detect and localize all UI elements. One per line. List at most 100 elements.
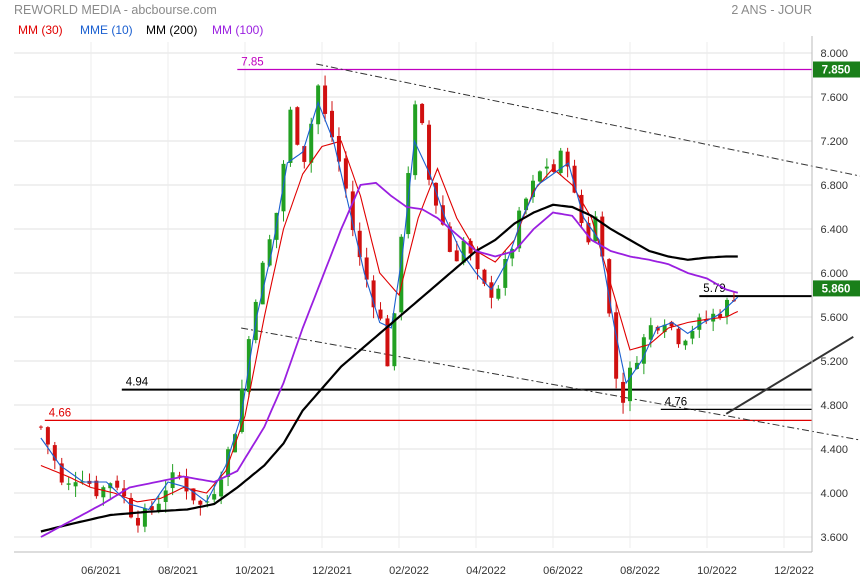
x-tick-label: 08/2021 (158, 565, 198, 577)
candle-body (198, 500, 203, 505)
candle-body (205, 501, 210, 503)
candle-body (371, 280, 376, 308)
candle-body (655, 326, 660, 331)
candle-body (170, 472, 175, 489)
candle-body (475, 250, 480, 270)
candle-body (129, 497, 134, 518)
candle-body (558, 150, 563, 173)
candle-body (295, 107, 300, 145)
legend: MM (30) MME (10) MM (200) MM (100) (18, 23, 263, 37)
candle-body (440, 205, 445, 225)
candle-body (669, 321, 674, 327)
candle-body (336, 135, 341, 162)
candle-body (101, 487, 106, 498)
candle-body (52, 445, 57, 461)
candle-body (330, 110, 335, 138)
candle-body (323, 85, 328, 114)
y-tick-label: 4.400 (820, 444, 848, 456)
candle-body (385, 318, 390, 367)
candle-body (66, 483, 71, 485)
candle-body (586, 222, 591, 243)
candle-body (641, 337, 646, 364)
candle-body (309, 123, 314, 163)
candle-body (433, 182, 438, 206)
candle-body (510, 249, 515, 259)
legend-mme10: MME (10) (80, 23, 133, 37)
chart-title: REWORLD MEDIA - abcbourse.com (14, 3, 217, 17)
y-tick-label: 6.800 (820, 180, 848, 192)
x-tick-label: 08/2022 (620, 565, 660, 577)
horizontal-levels: 7.855.794.944.764.66 (44, 57, 812, 421)
candle-body (260, 262, 265, 305)
candle-body (676, 328, 681, 345)
candle-body (302, 146, 307, 162)
candle-body (628, 367, 632, 402)
level-label: 4.66 (49, 407, 71, 419)
candle-body (219, 479, 224, 497)
level-label: 7.85 (241, 57, 263, 69)
candle-body (704, 319, 709, 322)
y-tick-label: 5.200 (820, 356, 848, 368)
candle-body (59, 463, 64, 483)
y-tick-label: 6.000 (820, 268, 848, 280)
ma-line-mme10 (40, 100, 739, 511)
period-label: 2 ANS - JOUR (731, 3, 812, 17)
candle-body (593, 216, 598, 242)
candle-body (177, 475, 182, 477)
trend-channel-line (316, 63, 860, 177)
candle-body (565, 151, 570, 167)
candle-body (420, 103, 425, 124)
candle-body (614, 312, 619, 379)
x-tick-label: 04/2022 (466, 565, 506, 577)
candle-body (378, 309, 383, 319)
candle-body (427, 124, 432, 180)
candle-body (725, 299, 730, 317)
candle-body (142, 508, 147, 527)
candle-body (343, 158, 348, 189)
x-tick-label: 12/2021 (312, 565, 352, 577)
candle-body (634, 362, 639, 369)
y-tick-label: 6.400 (820, 224, 848, 236)
candle-body (683, 340, 688, 346)
candle-body (135, 517, 140, 526)
candle-body (503, 259, 508, 288)
candle-body (413, 104, 418, 176)
legend-mm100: MM (100) (212, 23, 263, 37)
x-tick-label: 10/2021 (235, 565, 275, 577)
x-tick-label: 12/2022 (774, 565, 814, 577)
x-tick-label: 06/2022 (543, 565, 583, 577)
candle-body (212, 494, 217, 500)
candle-body (122, 488, 127, 497)
high-price-label: 7.850 (822, 65, 851, 77)
candle-body (288, 109, 293, 163)
candle-body (662, 324, 667, 333)
candle-body (350, 191, 355, 231)
x-tick-label: 02/2022 (389, 565, 429, 577)
y-axis: 3.600 4.000 4.400 4.800 5.200 5.600 6.000 6.400… (811, 36, 848, 552)
candle-body (364, 257, 369, 280)
ma-line-mm200 (40, 203, 738, 533)
candle-body (149, 506, 154, 511)
y-tick-label: 8.000 (820, 48, 848, 60)
candle-body (496, 288, 501, 299)
candle-body (572, 165, 577, 193)
candle-body (544, 166, 549, 169)
candle-body (461, 240, 466, 263)
level-label: 5.79 (703, 283, 725, 295)
candle-body (267, 239, 272, 266)
candle-body (524, 198, 529, 211)
candle-body (316, 85, 321, 125)
trendlines (241, 63, 860, 441)
ma-line-mm30 (40, 140, 739, 503)
grid (14, 42, 812, 548)
last-price-label: 5.860 (822, 283, 851, 295)
candle-body (156, 503, 161, 512)
candle-body (690, 330, 695, 339)
trend-support-line (725, 335, 854, 415)
y-tick-label: 3.600 (820, 532, 848, 544)
candle-body (447, 226, 452, 252)
moving-averages (40, 100, 739, 538)
candle-body (38, 426, 43, 428)
